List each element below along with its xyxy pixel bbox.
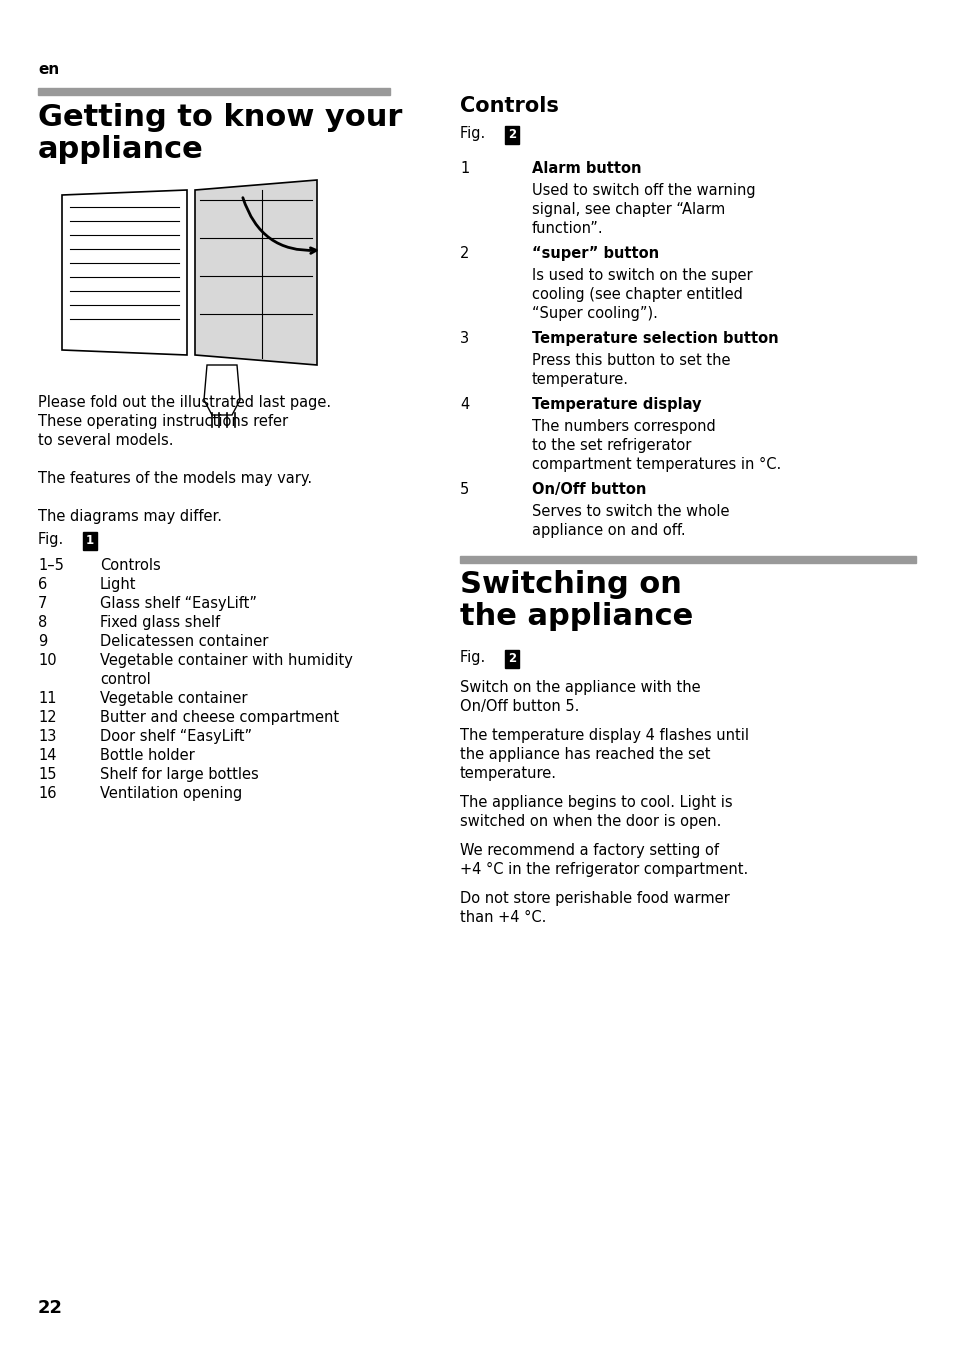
- Polygon shape: [194, 180, 316, 366]
- Text: Shelf for large bottles: Shelf for large bottles: [100, 766, 258, 783]
- Text: Vegetable container: Vegetable container: [100, 691, 247, 705]
- Text: than +4 °C.: than +4 °C.: [459, 910, 546, 925]
- Text: cooling (see chapter entitled: cooling (see chapter entitled: [532, 287, 742, 302]
- Text: 5: 5: [459, 482, 469, 497]
- Text: Delicatessen container: Delicatessen container: [100, 634, 268, 649]
- Text: Ventilation opening: Ventilation opening: [100, 787, 242, 802]
- Text: Light: Light: [100, 577, 136, 592]
- Bar: [459, 556, 915, 563]
- Text: temperature.: temperature.: [459, 766, 557, 781]
- Text: Do not store perishable food warmer: Do not store perishable food warmer: [459, 891, 729, 906]
- Text: 1: 1: [459, 161, 469, 176]
- Text: The features of the models may vary.: The features of the models may vary.: [38, 471, 312, 486]
- Text: Controls: Controls: [100, 558, 161, 573]
- Text: en: en: [38, 62, 59, 77]
- Text: 1–5: 1–5: [38, 558, 64, 573]
- Text: Alarm button: Alarm button: [532, 161, 640, 176]
- Text: Getting to know your: Getting to know your: [38, 103, 402, 131]
- Text: 1: 1: [86, 535, 94, 547]
- Text: Temperature display: Temperature display: [532, 397, 700, 412]
- Text: Glass shelf “EasyLift”: Glass shelf “EasyLift”: [100, 596, 256, 611]
- Text: 2: 2: [507, 129, 516, 142]
- Text: Controls: Controls: [459, 96, 558, 116]
- Text: Door shelf “EasyLift”: Door shelf “EasyLift”: [100, 728, 252, 743]
- Text: 14: 14: [38, 747, 56, 764]
- Text: Bottle holder: Bottle holder: [100, 747, 194, 764]
- Text: 15: 15: [38, 766, 56, 783]
- Text: function”.: function”.: [532, 221, 603, 236]
- Text: 11: 11: [38, 691, 56, 705]
- Text: 2: 2: [507, 653, 516, 666]
- Text: On/Off button 5.: On/Off button 5.: [459, 699, 578, 714]
- Text: Temperature selection button: Temperature selection button: [532, 330, 778, 347]
- Text: the appliance: the appliance: [459, 603, 693, 631]
- Text: Press this button to set the: Press this button to set the: [532, 353, 730, 368]
- Text: The numbers correspond: The numbers correspond: [532, 418, 715, 435]
- Text: Serves to switch the whole: Serves to switch the whole: [532, 504, 729, 519]
- Text: appliance on and off.: appliance on and off.: [532, 523, 685, 538]
- Text: 7: 7: [38, 596, 48, 611]
- Text: the appliance has reached the set: the appliance has reached the set: [459, 747, 710, 762]
- Text: The appliance begins to cool. Light is: The appliance begins to cool. Light is: [459, 795, 732, 810]
- Text: Fig.: Fig.: [459, 650, 489, 665]
- Text: Fig.: Fig.: [38, 532, 68, 547]
- Text: Butter and cheese compartment: Butter and cheese compartment: [100, 709, 338, 724]
- Text: appliance: appliance: [38, 135, 204, 164]
- Text: “super” button: “super” button: [532, 246, 659, 261]
- Text: 6: 6: [38, 577, 48, 592]
- Text: We recommend a factory setting of: We recommend a factory setting of: [459, 844, 719, 858]
- Text: Is used to switch on the super: Is used to switch on the super: [532, 268, 752, 283]
- Text: 10: 10: [38, 653, 56, 668]
- Text: 9: 9: [38, 634, 48, 649]
- Polygon shape: [62, 190, 187, 355]
- Text: “Super cooling”).: “Super cooling”).: [532, 306, 658, 321]
- Text: signal, see chapter “Alarm: signal, see chapter “Alarm: [532, 202, 724, 217]
- Text: The temperature display 4 flashes until: The temperature display 4 flashes until: [459, 728, 748, 743]
- Text: control: control: [100, 672, 151, 686]
- Text: 4: 4: [459, 397, 469, 412]
- Text: On/Off button: On/Off button: [532, 482, 646, 497]
- Text: 8: 8: [38, 615, 48, 630]
- Text: switched on when the door is open.: switched on when the door is open.: [459, 814, 720, 829]
- Text: 13: 13: [38, 728, 56, 743]
- Text: temperature.: temperature.: [532, 372, 628, 387]
- Text: Switching on: Switching on: [459, 570, 681, 598]
- Text: Please fold out the illustrated last page.: Please fold out the illustrated last pag…: [38, 395, 331, 410]
- Text: Vegetable container with humidity: Vegetable container with humidity: [100, 653, 353, 668]
- Text: to the set refrigerator: to the set refrigerator: [532, 437, 691, 454]
- Text: Used to switch off the warning: Used to switch off the warning: [532, 183, 755, 198]
- Text: 12: 12: [38, 709, 56, 724]
- Text: The diagrams may differ.: The diagrams may differ.: [38, 509, 222, 524]
- Text: 22: 22: [38, 1298, 63, 1317]
- Text: Fixed glass shelf: Fixed glass shelf: [100, 615, 220, 630]
- Bar: [38, 88, 390, 95]
- Text: 2: 2: [459, 246, 469, 261]
- Text: +4 °C in the refrigerator compartment.: +4 °C in the refrigerator compartment.: [459, 862, 747, 877]
- Text: to several models.: to several models.: [38, 433, 173, 448]
- Text: 16: 16: [38, 787, 56, 802]
- Text: compartment temperatures in °C.: compartment temperatures in °C.: [532, 458, 781, 473]
- Text: These operating instructions refer: These operating instructions refer: [38, 414, 288, 429]
- Text: Switch on the appliance with the: Switch on the appliance with the: [459, 680, 700, 695]
- Text: 3: 3: [459, 330, 469, 347]
- Text: Fig.: Fig.: [459, 126, 489, 141]
